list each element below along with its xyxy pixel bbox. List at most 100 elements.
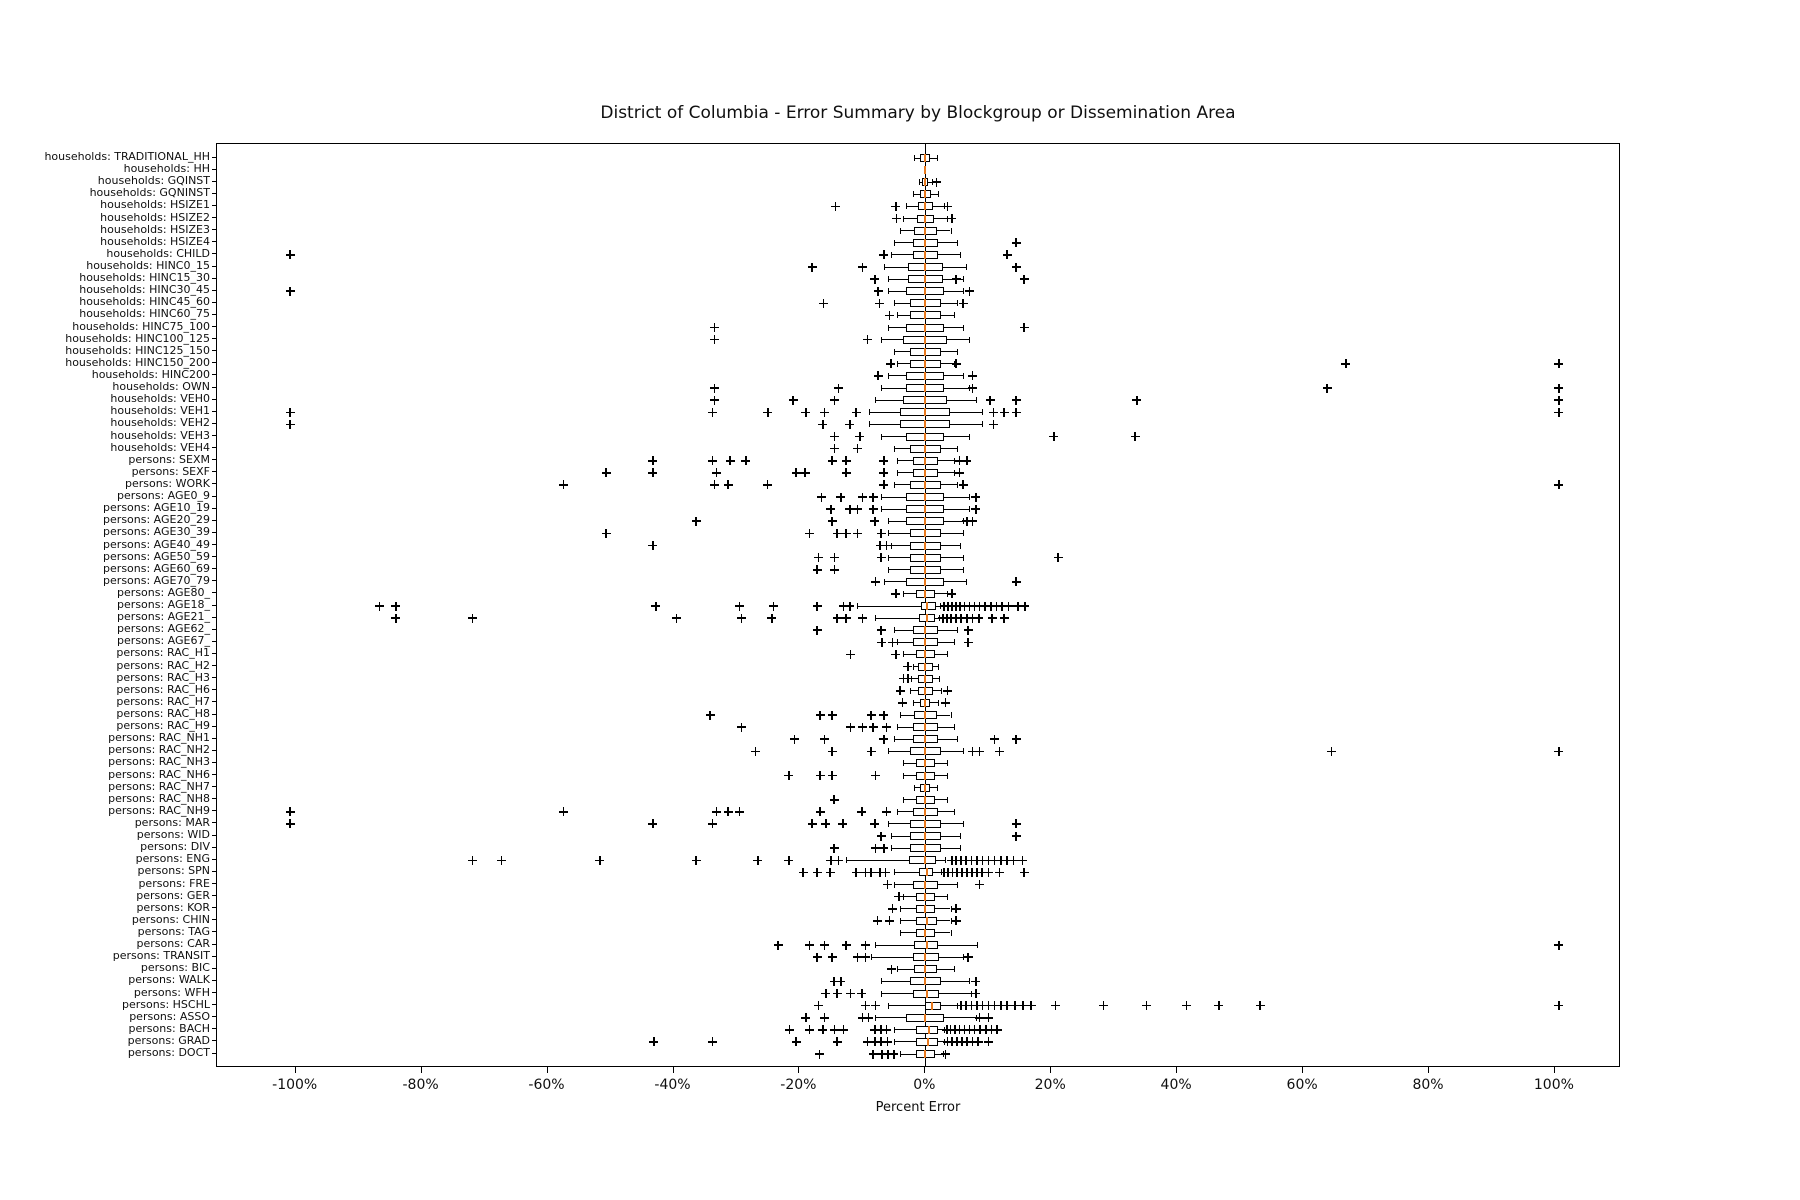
whisker-cap <box>909 687 911 694</box>
whisker-cap <box>953 312 955 319</box>
whisker-line <box>893 871 941 873</box>
whisker-cap <box>887 820 889 827</box>
y-tick-label: persons: MAR <box>134 815 210 829</box>
whisker-cap <box>912 663 914 670</box>
outlier-marker <box>959 1025 969 1035</box>
outlier-marker <box>468 855 478 865</box>
x-tick <box>420 1067 422 1073</box>
whisker-cap <box>897 312 898 319</box>
y-tick-label: households: TRADITIONAL_HH <box>44 150 210 163</box>
median-line <box>924 384 927 393</box>
y-tick <box>212 883 216 884</box>
outlier-marker <box>784 771 794 780</box>
outlier-marker <box>769 601 779 611</box>
y-tick-label: persons: BIC <box>140 961 210 975</box>
y-tick-label: persons: AGE10_19 <box>103 501 210 515</box>
whisker-cap <box>956 481 958 488</box>
y-tick <box>212 556 216 558</box>
y-tick-label: persons: AGE40_49 <box>103 537 210 551</box>
outlier-marker <box>845 989 855 998</box>
x-tick <box>546 1067 548 1073</box>
outlier-marker <box>1011 395 1021 405</box>
x-tick-label: -100% <box>272 1077 318 1093</box>
whisker-cap <box>945 857 947 864</box>
whisker-cap <box>887 566 889 573</box>
outlier-marker <box>825 867 835 877</box>
outlier-marker <box>1017 855 1027 865</box>
outlier-marker <box>958 480 968 490</box>
y-tick-label: households: VEH4 <box>110 440 210 454</box>
y-tick <box>212 786 216 788</box>
whisker-cap <box>950 917 952 924</box>
x-tick-label: -80% <box>402 1077 439 1093</box>
whisker-cap <box>953 724 955 731</box>
y-tick-label: households: HSIZE1 <box>100 198 210 212</box>
y-tick-label: persons: WFH <box>133 985 210 999</box>
whisker-cap <box>963 748 965 755</box>
median-line <box>924 202 927 211</box>
outlier-marker <box>285 807 295 817</box>
y-tick-label: persons: AGE67_ <box>117 634 210 648</box>
outlier-marker <box>832 1037 842 1047</box>
y-tick <box>212 544 216 545</box>
outlier-marker <box>648 468 658 478</box>
outlier-marker <box>820 407 830 417</box>
outlier-marker <box>838 601 848 611</box>
whisker-cap <box>975 397 977 404</box>
y-tick <box>212 737 216 739</box>
outlier-marker <box>708 407 717 417</box>
whisker-cap <box>969 336 971 343</box>
outlier-marker <box>836 976 846 986</box>
whisker-cap <box>953 469 955 476</box>
outlier-marker <box>983 855 993 865</box>
outlier-marker <box>812 625 822 635</box>
whisker-cap <box>903 590 905 597</box>
outlier-marker <box>709 335 719 345</box>
whisker-cap <box>900 1051 902 1057</box>
y-tick-label: persons: AGE30_39 <box>103 525 210 539</box>
outlier-marker <box>830 201 840 211</box>
outlier-marker <box>836 492 846 502</box>
outlier-marker <box>946 613 956 623</box>
whisker-cap <box>893 481 895 488</box>
whisker-cap <box>868 409 870 416</box>
outlier-marker <box>962 516 972 526</box>
outlier-marker <box>773 940 783 950</box>
outlier-marker <box>841 940 851 950</box>
y-tick <box>212 229 216 231</box>
whisker-cap <box>936 784 938 791</box>
whisker-cap <box>890 542 892 549</box>
y-tick <box>212 531 216 533</box>
y-tick <box>212 483 216 485</box>
y-tick-label: persons: CAR <box>136 937 211 950</box>
y-tick <box>212 495 216 497</box>
box-iqr <box>925 1001 941 1010</box>
outlier-marker <box>1099 1001 1108 1011</box>
outlier-marker <box>962 867 972 877</box>
outlier-marker <box>827 710 837 720</box>
outlier-marker <box>857 722 867 732</box>
median-line <box>924 166 927 175</box>
median-line <box>924 250 927 259</box>
y-tick-label: persons: AGE80_ <box>117 585 210 599</box>
y-tick-label: households: HSIZE4 <box>100 234 210 248</box>
outlier-marker <box>1214 1001 1224 1011</box>
outlier-marker <box>968 371 977 381</box>
outlier-marker <box>894 892 904 902</box>
whisker-cap <box>953 457 955 464</box>
median-line <box>924 432 927 441</box>
whisker-cap <box>912 191 914 198</box>
outlier-marker <box>988 419 998 429</box>
whisker-cap <box>874 615 876 622</box>
outlier-marker <box>805 528 814 538</box>
y-tick <box>212 519 216 521</box>
whisker-cap <box>897 724 898 731</box>
y-tick-label: persons: FRE <box>138 876 210 890</box>
outlier-marker <box>815 710 825 720</box>
outlier-marker <box>940 698 950 708</box>
outlier-marker <box>391 601 401 611</box>
outlier-marker <box>827 952 837 962</box>
outlier-marker <box>972 1001 982 1011</box>
outlier-marker <box>881 867 891 877</box>
